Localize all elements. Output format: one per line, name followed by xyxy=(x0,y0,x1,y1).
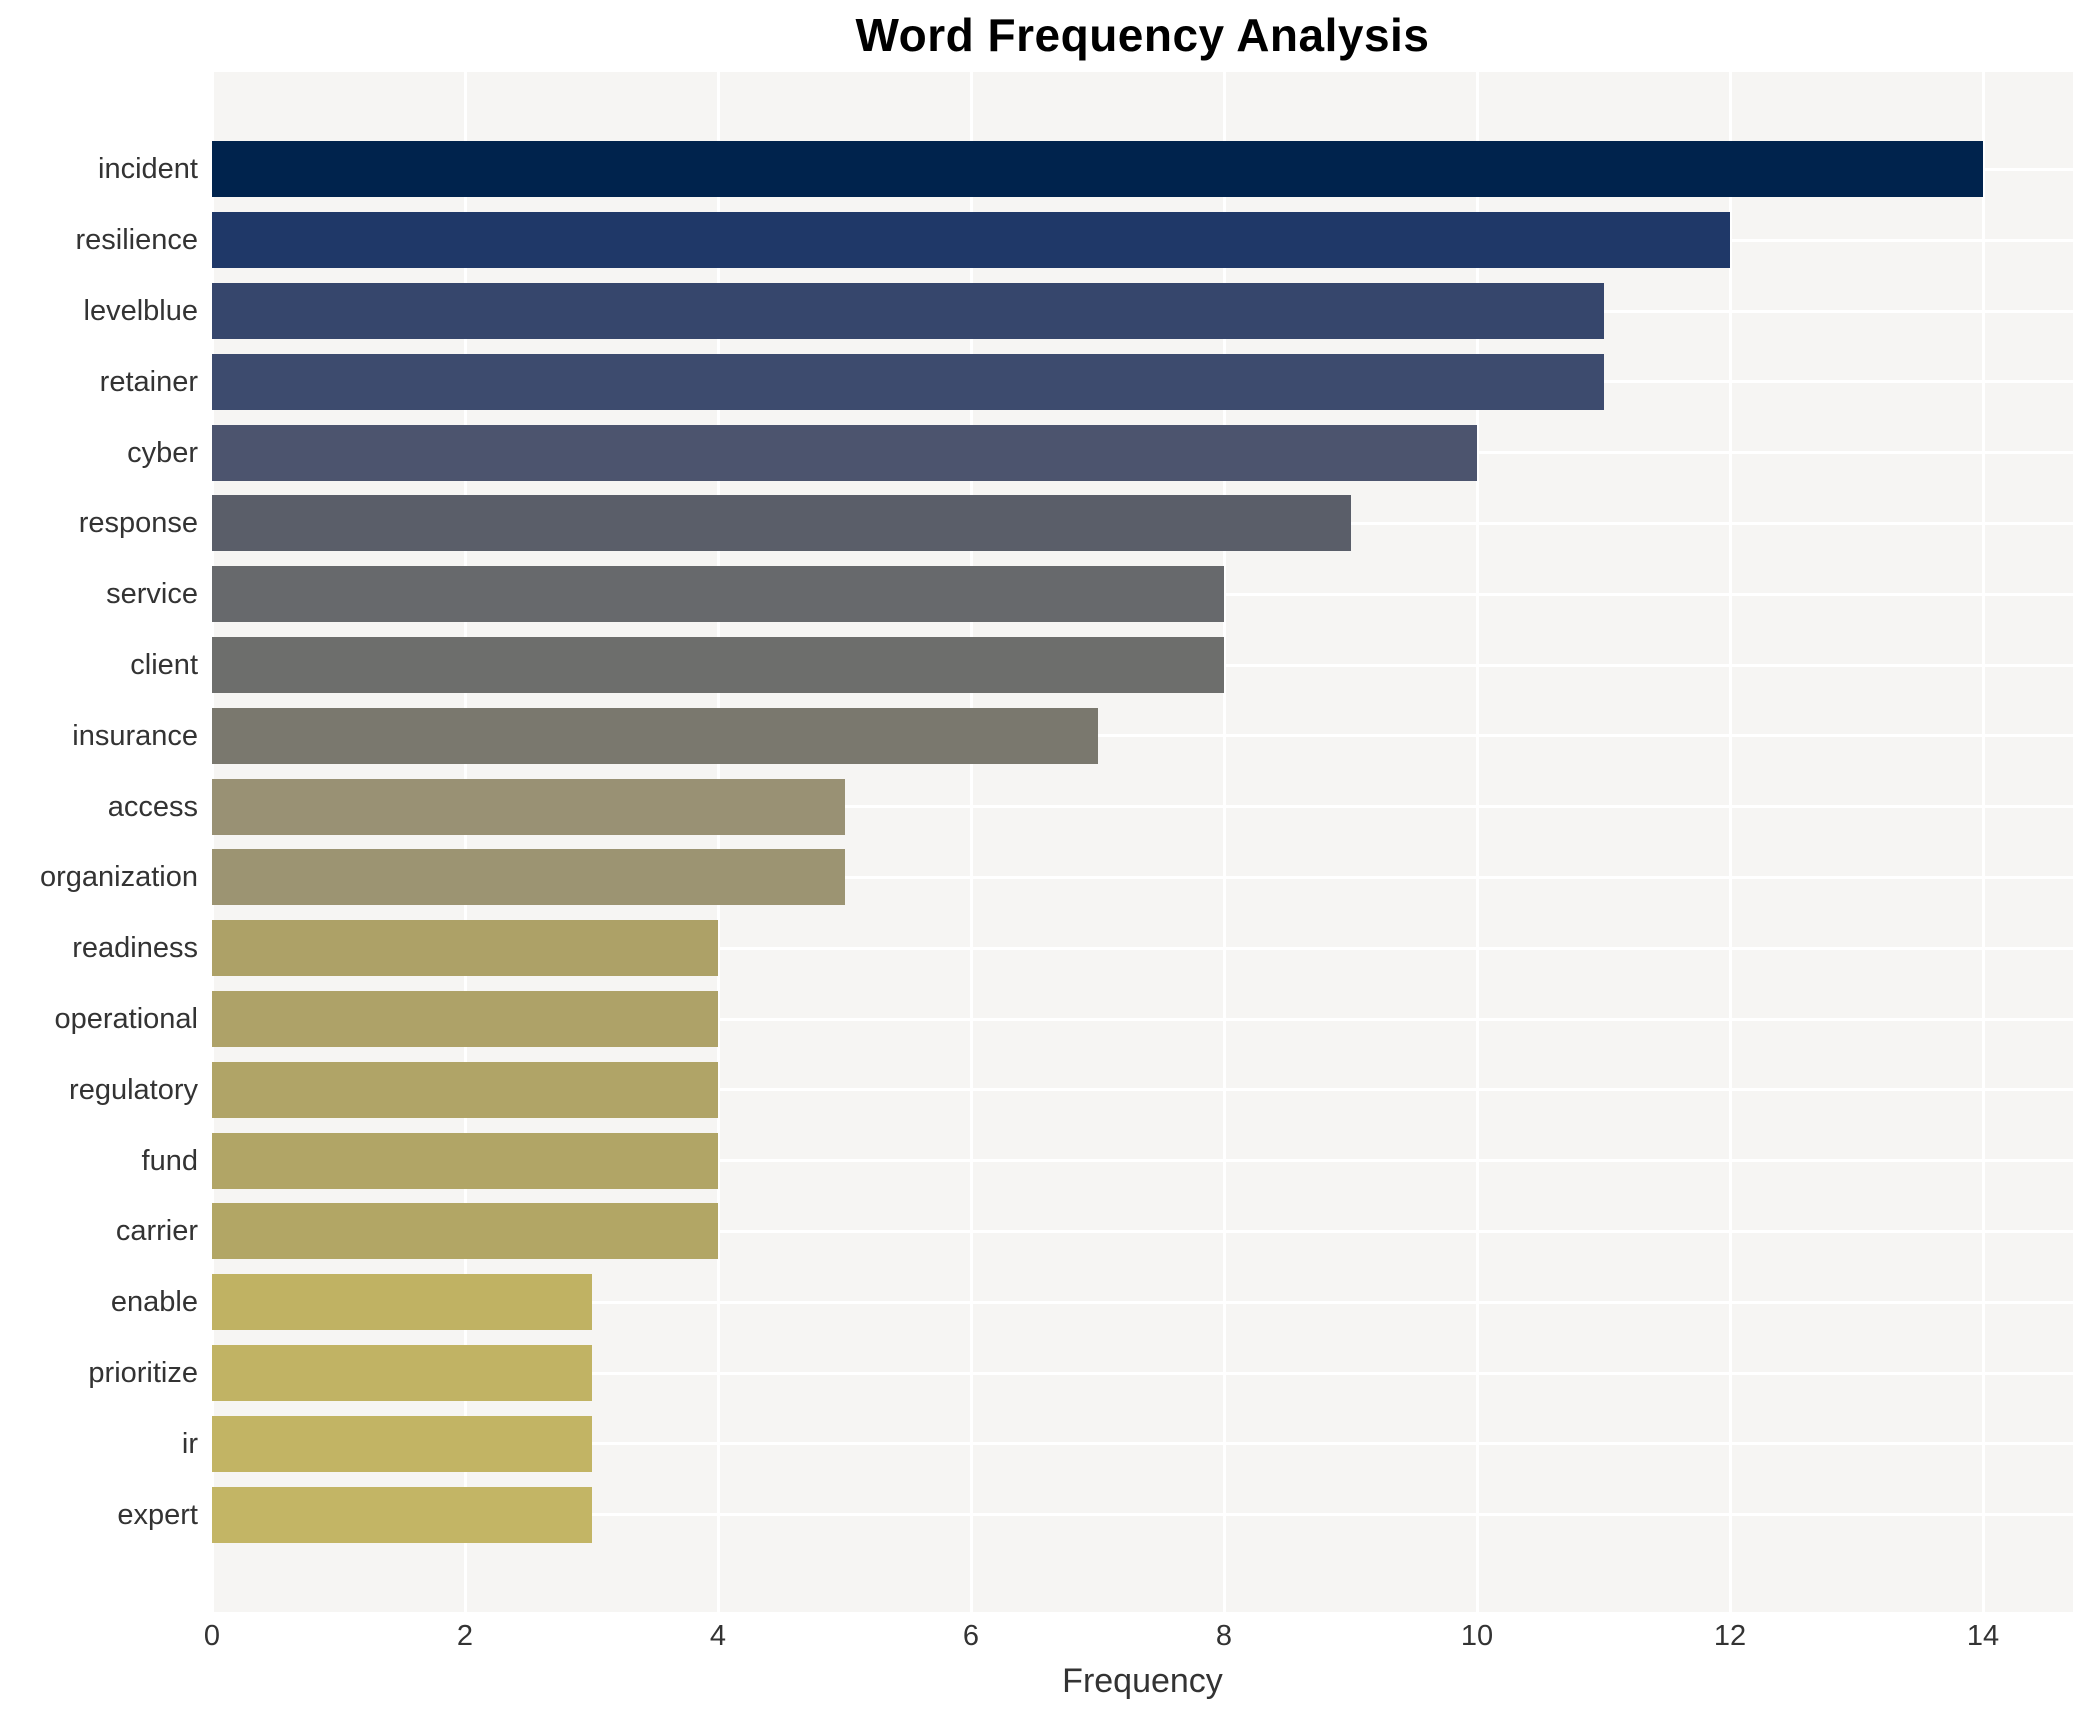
gridline-y-operational xyxy=(212,1017,2073,1021)
bar-carrier xyxy=(212,1203,718,1260)
y-tick-label-readiness: readiness xyxy=(72,932,198,965)
x-axis-label: Frequency xyxy=(1062,1662,1223,1700)
y-tick-label-insurance: insurance xyxy=(72,719,198,752)
bar-expert xyxy=(212,1486,592,1543)
gridline-y-insurance xyxy=(212,734,2073,738)
chart-title: Word Frequency Analysis xyxy=(855,9,1430,61)
y-tick-label-incident: incident xyxy=(98,153,198,186)
bar-access xyxy=(212,778,845,835)
y-tick-label-access: access xyxy=(107,790,198,823)
y-tick-label-ir: ir xyxy=(181,1427,198,1460)
y-tick-label-client: client xyxy=(130,649,198,681)
bar-prioritize xyxy=(212,1345,592,1401)
gridline-x-8 xyxy=(1222,72,1226,1612)
gridline-y-regulatory xyxy=(212,1088,2073,1092)
y-tick-label-organization: organization xyxy=(40,861,198,894)
x-tick-label-2: 2 xyxy=(456,1620,474,1652)
y-tick-label-response: response xyxy=(78,507,198,540)
x-tick-label-14: 14 xyxy=(1966,1620,2000,1652)
bar-enable xyxy=(212,1274,592,1331)
gridline-y-enable xyxy=(212,1300,2073,1304)
bar-client xyxy=(212,637,1224,693)
y-tick-label-retainer: retainer xyxy=(99,365,198,398)
gridline-y-fund xyxy=(212,1159,2073,1163)
plot-area xyxy=(210,72,2073,1612)
bar-response xyxy=(212,495,1351,552)
y-tick-label-regulatory: regulatory xyxy=(69,1073,198,1106)
gridline-x-2 xyxy=(463,72,467,1612)
y-tick-label-levelblue: levelblue xyxy=(83,295,198,327)
bar-service xyxy=(212,566,1224,623)
bar-insurance xyxy=(212,707,1098,764)
x-tick-label-4: 4 xyxy=(709,1620,727,1652)
y-tick-label-resilience: resilience xyxy=(75,224,199,257)
bar-fund xyxy=(212,1132,718,1189)
bar-incident xyxy=(212,141,1983,198)
gridline-x-0 xyxy=(210,72,214,1612)
y-tick-label-service: service xyxy=(106,578,198,611)
bar-organization xyxy=(212,849,845,906)
y-tick-label-fund: fund xyxy=(141,1144,198,1177)
gridline-x-10 xyxy=(1475,72,1479,1612)
bar-readiness xyxy=(212,920,718,977)
bar-levelblue xyxy=(212,283,1604,339)
x-tick-label-10: 10 xyxy=(1460,1620,1494,1652)
y-tick-label-prioritize: prioritize xyxy=(88,1357,198,1389)
y-tick-label-operational: operational xyxy=(54,1003,199,1035)
gridline-x-4 xyxy=(716,72,720,1612)
gridline-y-prioritize xyxy=(212,1371,2073,1375)
gridline-y-ir xyxy=(212,1442,2073,1446)
x-tick-label-8: 8 xyxy=(1215,1620,1233,1652)
bar-ir xyxy=(212,1415,592,1472)
x-tick-label-0: 0 xyxy=(203,1620,221,1652)
bar-retainer xyxy=(212,353,1604,410)
gridline-y-readiness xyxy=(212,946,2073,950)
y-tick-label-enable: enable xyxy=(110,1286,198,1319)
gridline-x-6 xyxy=(969,72,973,1612)
bar-regulatory xyxy=(212,1061,718,1118)
bar-operational xyxy=(212,991,718,1047)
x-tick-label-12: 12 xyxy=(1713,1620,1747,1652)
y-tick-label-expert: expert xyxy=(117,1498,198,1531)
bar-cyber xyxy=(212,424,1477,481)
gridline-y-access xyxy=(212,805,2073,809)
x-tick-label-6: 6 xyxy=(962,1620,980,1652)
gridline-x-14 xyxy=(1981,72,1985,1612)
gridline-y-carrier xyxy=(212,1229,2073,1233)
y-tick-label-cyber: cyber xyxy=(127,436,198,469)
gridline-y-organization xyxy=(212,875,2073,879)
gridline-x-12 xyxy=(1728,72,1732,1612)
bar-resilience xyxy=(212,212,1730,269)
gridline-y-expert xyxy=(212,1513,2073,1517)
y-tick-label-carrier: carrier xyxy=(115,1215,198,1248)
